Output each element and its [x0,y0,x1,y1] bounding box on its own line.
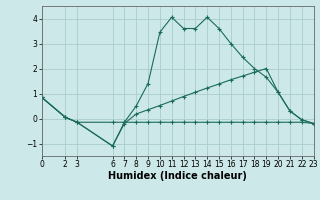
X-axis label: Humidex (Indice chaleur): Humidex (Indice chaleur) [108,171,247,181]
